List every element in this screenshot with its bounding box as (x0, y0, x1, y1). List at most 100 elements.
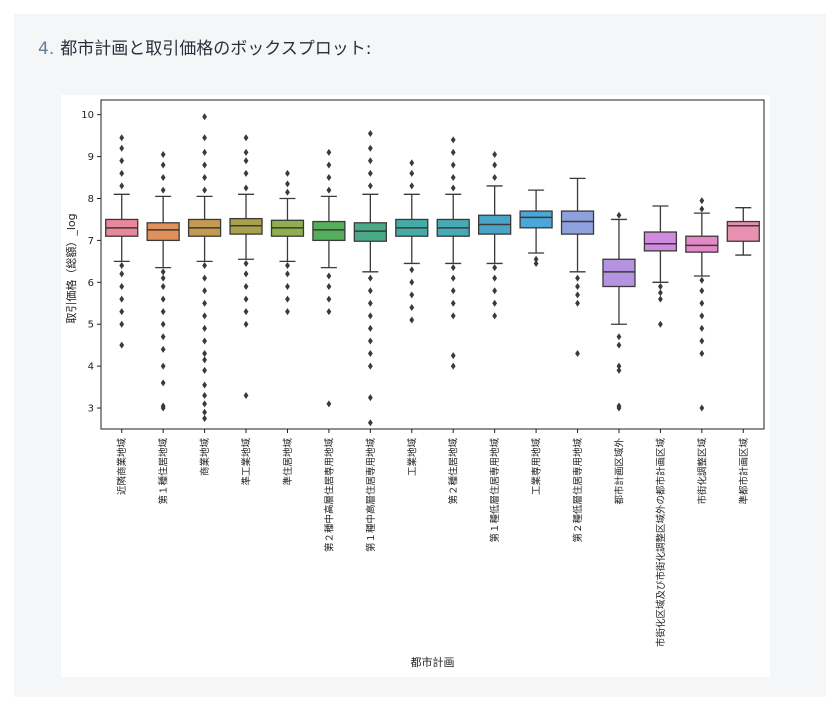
outlier-point (409, 266, 415, 274)
outlier-point (160, 274, 166, 282)
outlier-point (119, 270, 125, 278)
outlier-point (616, 362, 622, 370)
x-axis-label: 都市計画 (411, 655, 455, 669)
outlier-point (367, 182, 373, 190)
box (643, 231, 678, 252)
box (353, 222, 387, 242)
outlier-point (367, 144, 373, 152)
outlier-point (492, 264, 498, 272)
outlier-point (492, 287, 498, 295)
y-tick-label: 10 (81, 110, 94, 121)
outlier-point (367, 169, 373, 177)
outlier-point (202, 324, 207, 332)
outlier-point (699, 404, 705, 412)
x-tick-label: 第２種中高層住居専用地域 (323, 438, 335, 553)
outlier-point (409, 169, 415, 177)
outlier-point (616, 402, 622, 410)
outlier-point (119, 295, 125, 303)
outlier-point (326, 400, 332, 408)
outlier-point (243, 320, 249, 328)
box (146, 222, 180, 242)
outlier-point (326, 148, 332, 156)
outlier-point (202, 287, 207, 295)
outlier-point (285, 169, 290, 177)
outlier-point (409, 291, 415, 299)
outlier-point (450, 287, 456, 295)
outlier-point (409, 159, 415, 167)
outlier-point (119, 283, 125, 291)
outlier-point (699, 197, 705, 205)
outlier-point (699, 299, 705, 307)
outlier-point (285, 295, 290, 303)
outlier-point (202, 161, 207, 169)
outlier-point (658, 283, 663, 291)
outlier-point (326, 186, 332, 194)
outlier-point (160, 345, 166, 353)
outlier-point (119, 182, 125, 190)
x-tick-label: 市街化調整区域 (696, 438, 708, 505)
outlier-point (119, 262, 125, 270)
y-tick-label: 3 (88, 404, 94, 415)
outlier-point (243, 148, 249, 156)
outlier-point (160, 283, 166, 291)
outlier-point (202, 337, 207, 345)
outlier-point (575, 274, 580, 282)
outlier-point (492, 174, 498, 182)
outlier-point (533, 255, 539, 263)
y-tick-label: 7 (88, 236, 94, 247)
outlier-point (699, 350, 705, 358)
outlier-point (326, 283, 332, 291)
outlier-point (699, 312, 705, 320)
outlier-point (160, 333, 166, 341)
outlier-point (699, 205, 705, 213)
outlier-point (367, 312, 373, 320)
outlier-point (450, 264, 456, 272)
outlier-point (202, 186, 207, 194)
y-tick-label: 6 (88, 278, 94, 289)
y-tick-label: 4 (88, 362, 94, 373)
outlier-point (285, 262, 290, 270)
outlier-point (575, 283, 580, 291)
outlier-point (450, 136, 456, 144)
outlier-point (202, 174, 207, 182)
outlier-point (202, 148, 207, 156)
outlier-point (243, 184, 249, 192)
x-tick-label: 市街化区域及び市街化調整区域外の都市計画区域 (655, 438, 667, 648)
outlier-point (492, 161, 498, 169)
outlier-point (367, 157, 373, 165)
outlier-point (202, 274, 207, 282)
outlier-point (616, 341, 622, 349)
chart-figure: 3 4 5 6 7 8 9 10 近隣商業地域 第１種住居地域 商業地域 準工業地域 準住居地域 第２種中… (61, 95, 770, 677)
outlier-point (409, 278, 415, 286)
outlier-point (202, 381, 207, 389)
outlier-point (160, 161, 166, 169)
outlier-point (119, 341, 125, 349)
y-tick-label: 9 (88, 152, 94, 163)
outlier-point (202, 299, 207, 307)
x-tick-label: 工業地域 (406, 438, 418, 477)
outlier-point (243, 308, 249, 316)
outlier-point (616, 211, 622, 219)
outlier-point (409, 316, 415, 324)
outlier-point (492, 312, 498, 320)
outlier-point (409, 182, 415, 190)
outlier-point (285, 180, 290, 188)
y-tick-label: 8 (88, 194, 94, 205)
outlier-point (160, 174, 166, 182)
outlier-point (202, 415, 207, 423)
outlier-point (450, 148, 456, 156)
outlier-point (160, 308, 166, 316)
outlier-point (243, 295, 249, 303)
outlier-point (285, 188, 290, 196)
outlier-point (326, 161, 332, 169)
outlier-point (367, 130, 373, 138)
outlier-point (658, 320, 663, 328)
outlier-point (450, 161, 456, 169)
outlier-point (160, 186, 166, 194)
outlier-point (450, 174, 456, 182)
outlier-point (202, 391, 207, 399)
outlier-point (243, 157, 249, 165)
outlier-point (367, 362, 373, 370)
section-heading: 4. 都市計画と取引価格のボックスプロット: (38, 34, 371, 59)
outlier-point (409, 303, 415, 311)
